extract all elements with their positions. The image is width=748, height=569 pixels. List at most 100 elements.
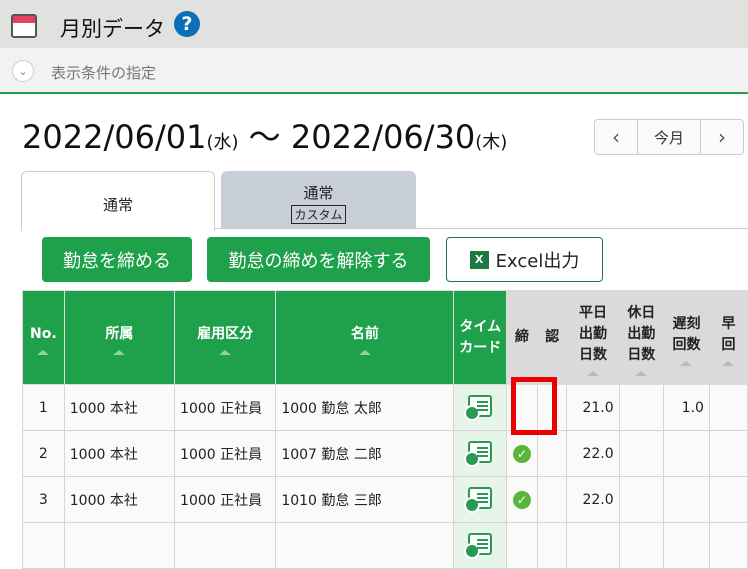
next-month-button[interactable]: › [718,125,726,149]
header-label: 雇用区分 [197,326,254,342]
sort-icon[interactable] [175,345,275,351]
month-nav: ‹ 今月 › [594,119,744,155]
header-name[interactable]: 名前 [275,290,455,385]
row-weekday-days [566,522,620,569]
timecard-cell[interactable] [453,476,507,523]
header-type[interactable]: 雇用区分 [174,290,277,385]
sort-icon[interactable] [620,366,663,372]
row-name: 1010 勤怠 三郎 [275,476,455,523]
custom-tag: カスタム [291,205,346,224]
tab-divider [215,228,748,229]
approved-cell [536,476,568,523]
timecard-icon[interactable] [464,532,493,559]
row-holiday-days [618,384,665,431]
excel-export-button[interactable]: X Excel出力 [446,237,603,282]
unclose-attendance-button[interactable]: 勤怠の締めを解除する [207,237,430,282]
header-approved[interactable]: 認 [536,290,568,385]
row-no: 2 [22,430,65,477]
row-late-count: 1.0 [663,384,710,431]
row-holiday-days [618,522,665,569]
timecard-cell[interactable] [453,384,507,431]
prev-month-button[interactable]: ‹ [612,125,620,149]
row-early-count [708,476,748,523]
closed-cell: ✓ [505,476,538,523]
period-title: 2022/06/01(水) 〜 2022/06/30(木) [22,112,507,158]
row-no: 1 [22,384,65,431]
close-attendance-button[interactable]: 勤怠を締める [42,237,192,282]
header-timecard[interactable]: タイム カード [453,290,507,385]
row-name: 1007 勤怠 二郎 [275,430,455,477]
header-late-count[interactable]: 遅刻 回数 [663,290,710,385]
row-holiday-days [618,476,665,523]
row-weekday-days: 22.0 [566,430,620,477]
help-icon[interactable]: ? [174,11,200,37]
check-icon: ✓ [512,444,531,463]
row-weekday-days: 21.0 [566,384,620,431]
page-title: 月別データ [60,17,165,41]
row-dept: 1000 本社 [63,384,176,431]
tab-normal[interactable]: 通常 [21,171,215,231]
row-name [275,522,455,569]
row-weekday-days: 22.0 [566,476,620,523]
header-early-count[interactable]: 早 回 [708,290,748,385]
table-row[interactable] [22,522,748,569]
header-label: 早 回 [721,315,736,353]
header-closed[interactable]: 締 [505,290,538,385]
timecard-cell[interactable] [453,522,507,569]
table-row[interactable]: 1 1000 本社 1000 正社員 1000 勤怠 太郎 21.0 1.0 [22,384,748,431]
excel-label: Excel出力 [495,250,580,272]
row-no [22,522,65,569]
row-late-count [663,476,710,523]
header-label: 名前 [350,326,379,342]
row-type [174,522,277,569]
table-row[interactable]: 3 1000 本社 1000 正社員 1010 勤怠 三郎 ✓ 22.0 [22,476,748,523]
chevron-down-icon[interactable]: ⌄ [12,60,34,82]
tab-normal-custom[interactable]: 通常 カスタム [221,171,416,228]
header-label: 休日 出勤 日数 [627,305,656,363]
calendar-icon [11,14,37,38]
header-label: No. [30,326,57,342]
title-bar: 月別データ ? [0,0,748,48]
start-day: (水) [206,132,239,153]
header-label: タイム カード [459,318,502,356]
header-dept[interactable]: 所属 [63,290,176,385]
row-early-count [708,522,748,569]
header-holiday-days[interactable]: 休日 出勤 日数 [618,290,665,385]
filter-bar[interactable]: ⌄ 表示条件の指定 [0,48,748,94]
header-label: 認 [545,329,560,345]
row-holiday-days [618,430,665,477]
filter-toggle-label[interactable]: 表示条件の指定 [51,64,157,82]
current-month-button[interactable]: 今月 [637,120,701,154]
timecard-icon[interactable] [464,394,493,421]
approved-cell [536,430,568,477]
monthly-data-table: No. 所属 雇用区分 名前 タイム カード締認 平日 出勤 日数 休日 出勤 日数 遅刻 回… [22,290,748,569]
period-separator: 〜 [248,118,281,156]
sort-icon[interactable] [65,345,174,351]
row-late-count [663,430,710,477]
header-no[interactable]: No. [22,290,65,385]
timecard-icon[interactable] [464,486,493,513]
header-label: 所属 [105,326,134,342]
row-type: 1000 正社員 [174,384,277,431]
header-weekday-days[interactable]: 平日 出勤 日数 [566,290,620,385]
end-day: (木) [475,132,508,153]
row-dept: 1000 本社 [63,476,176,523]
sort-icon[interactable] [710,356,747,362]
timecard-cell[interactable] [453,430,507,477]
header-label: 締 [514,329,529,345]
table-row[interactable]: 2 1000 本社 1000 正社員 1007 勤怠 二郎 ✓ 22.0 [22,430,748,477]
closed-cell: ✓ [505,430,538,477]
timecard-icon[interactable] [464,440,493,467]
sort-icon[interactable] [664,356,709,362]
sort-icon[interactable] [23,345,64,351]
highlight-box [511,377,557,435]
row-early-count [708,384,748,431]
tab-label: 通常 [303,184,334,202]
start-date: 2022/06/01 [22,118,207,156]
row-type: 1000 正社員 [174,430,277,477]
header-label: 平日 出勤 日数 [579,305,608,363]
sort-icon[interactable] [567,366,618,372]
excel-icon: X [469,250,489,269]
sort-icon[interactable] [276,345,453,351]
row-type: 1000 正社員 [174,476,277,523]
